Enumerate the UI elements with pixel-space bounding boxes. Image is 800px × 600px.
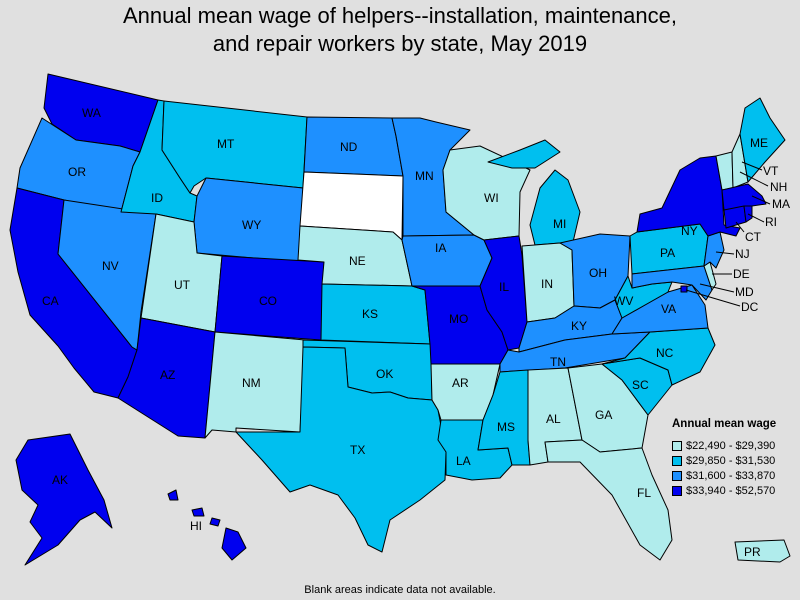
label-WA: WA <box>82 106 101 120</box>
legend-item: $31,600 - $33,870 <box>672 468 800 483</box>
label-NE: NE <box>349 254 366 268</box>
label-AK: AK <box>52 473 68 487</box>
label-MI: MI <box>553 217 566 231</box>
legend-range: $31,600 - $33,870 <box>686 469 776 482</box>
label-NM: NM <box>242 376 261 390</box>
state-CT[interactable] <box>723 205 747 229</box>
legend-item: $29,850 - $31,530 <box>672 453 800 468</box>
legend-swatch <box>672 485 682 496</box>
state-PR[interactable] <box>734 539 791 563</box>
label-NY: NY <box>681 224 698 238</box>
state-ME[interactable] <box>739 97 786 183</box>
label-RI: RI <box>765 215 777 229</box>
label-MD: MD <box>735 285 754 299</box>
state-IA[interactable] <box>401 234 493 287</box>
label-MO: MO <box>449 312 468 326</box>
label-KY: KY <box>571 319 587 333</box>
label-NV: NV <box>102 259 119 273</box>
label-MN: MN <box>415 169 434 183</box>
label-NH: NH <box>770 180 787 194</box>
legend-item: $22,490 - $29,390 <box>672 438 800 453</box>
label-IA: IA <box>435 241 446 255</box>
label-TX: TX <box>350 443 365 457</box>
label-CA: CA <box>42 294 59 308</box>
label-SC: SC <box>632 378 649 392</box>
state-DC[interactable] <box>680 285 688 293</box>
label-IN: IN <box>541 277 553 291</box>
label-DE: DE <box>733 267 750 281</box>
map-title-line2: and repair workers by state, May 2019 <box>212 31 588 56</box>
map-legend: Annual mean wage $22,490 - $29,390 $29,8… <box>672 418 800 498</box>
label-PR: PR <box>744 545 761 559</box>
label-ME: ME <box>750 136 768 150</box>
legend-title: Annual mean wage <box>672 418 777 430</box>
label-PA: PA <box>660 246 675 260</box>
label-LA: LA <box>456 454 471 468</box>
label-AL: AL <box>546 412 561 426</box>
state-AK[interactable] <box>15 433 113 566</box>
label-CO: CO <box>259 294 277 308</box>
state-FL[interactable] <box>544 439 673 561</box>
label-FL: FL <box>637 486 651 500</box>
map-title-line1: Annual mean wage of helpers--installatio… <box>123 3 677 28</box>
legend-range: $33,940 - $52,570 <box>686 484 776 497</box>
label-UT: UT <box>174 278 191 292</box>
label-AR: AR <box>452 376 469 390</box>
footnote: Blank areas indicate data not available. <box>304 584 496 596</box>
label-MA: MA <box>772 197 790 211</box>
label-ID: ID <box>151 191 163 205</box>
label-ND: ND <box>340 140 358 154</box>
label-MT: MT <box>217 137 235 151</box>
map-title: Annual mean wage of helpers--installatio… <box>0 2 800 58</box>
state-HI[interactable] <box>167 489 247 561</box>
legend-swatch <box>672 440 682 451</box>
leader-lines <box>685 161 771 307</box>
label-OH: OH <box>589 266 607 280</box>
state-MT[interactable] <box>161 100 308 194</box>
label-IL: IL <box>499 280 509 294</box>
legend-range: $22,490 - $29,390 <box>686 439 776 452</box>
state-TX[interactable] <box>235 346 447 553</box>
label-OK: OK <box>376 367 393 381</box>
legend-item: $33,940 - $52,570 <box>672 483 800 498</box>
label-WY: WY <box>242 218 261 232</box>
label-DC: DC <box>741 300 759 314</box>
state-NY[interactable] <box>636 155 741 237</box>
legend-swatch <box>672 455 682 466</box>
label-WV: WV <box>614 294 633 308</box>
state-MI[interactable] <box>487 139 581 246</box>
label-CT: CT <box>745 230 762 244</box>
label-KS: KS <box>362 307 378 321</box>
label-OR: OR <box>68 165 86 179</box>
label-NC: NC <box>656 346 674 360</box>
label-TN: TN <box>550 355 566 369</box>
state-labels: WA OR CA NV ID MT WY UT CO AZ NM ND NE K… <box>42 106 790 559</box>
label-VT: VT <box>763 164 779 178</box>
label-VA: VA <box>661 302 676 316</box>
label-MS: MS <box>497 420 515 434</box>
label-WI: WI <box>484 191 499 205</box>
label-HI: HI <box>190 519 202 533</box>
label-AZ: AZ <box>160 368 175 382</box>
legend-swatch <box>672 470 682 481</box>
label-NJ: NJ <box>735 247 750 261</box>
legend-range: $29,850 - $31,530 <box>686 454 776 467</box>
label-GA: GA <box>595 408 612 422</box>
